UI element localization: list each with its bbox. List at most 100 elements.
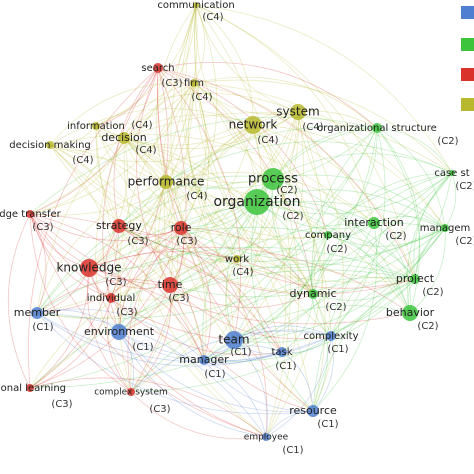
edge (95, 4, 197, 127)
edge (193, 82, 375, 224)
node (244, 189, 270, 215)
node (308, 289, 318, 299)
edge (311, 127, 378, 295)
edge (123, 137, 416, 280)
node (46, 141, 54, 149)
edge (165, 141, 453, 183)
edge (123, 137, 238, 260)
edge (180, 4, 218, 229)
node (159, 175, 173, 189)
edge (123, 114, 254, 139)
edge (169, 284, 314, 309)
edge (95, 125, 283, 353)
node (111, 324, 127, 340)
edge (88, 4, 198, 269)
cluster-label: (C1) (230, 347, 251, 358)
edge (236, 258, 314, 412)
node (80, 259, 98, 277)
edge (88, 267, 205, 361)
edge (110, 111, 299, 299)
edge (123, 137, 258, 203)
cluster-label: (C2) (437, 136, 458, 147)
cluster-label: (C4) (186, 191, 207, 202)
cluster-label: (C1) (282, 445, 303, 456)
edge (29, 213, 112, 299)
edge (195, 4, 274, 180)
edge (203, 222, 375, 361)
edge (29, 213, 132, 393)
edge (373, 222, 411, 314)
edge (88, 201, 258, 270)
edge (49, 144, 416, 283)
edge (193, 76, 378, 129)
edge (414, 227, 446, 280)
edge (297, 111, 344, 412)
edge (203, 359, 314, 412)
edge (130, 124, 254, 393)
edge (180, 227, 212, 361)
edge (236, 234, 329, 262)
edge (29, 227, 182, 389)
edge (233, 325, 332, 341)
edge (193, 82, 332, 337)
edge (169, 284, 332, 340)
edge (330, 127, 386, 337)
edge (376, 127, 421, 280)
edge (406, 172, 453, 314)
node (26, 384, 34, 392)
edge (180, 200, 375, 229)
cluster-label: (C3) (105, 277, 126, 288)
node (410, 274, 420, 284)
node-label: environment (84, 325, 155, 338)
edge (193, 82, 314, 295)
node (326, 331, 336, 341)
edge (118, 125, 378, 227)
edge (105, 225, 120, 299)
edge (95, 125, 167, 183)
edge (29, 225, 120, 389)
cluster-label: (C3) (116, 307, 137, 318)
cluster-label: (C1) (204, 369, 225, 380)
node-label: decision making (9, 140, 91, 151)
edge (256, 201, 416, 280)
edge (95, 124, 254, 146)
edge (180, 82, 207, 229)
edge (29, 377, 267, 438)
edge (123, 137, 235, 341)
edge (170, 4, 235, 341)
node-label: managem (420, 223, 471, 234)
edge (180, 111, 299, 229)
node (368, 217, 380, 229)
edge (195, 4, 291, 438)
edge (310, 234, 329, 295)
edge (157, 67, 242, 341)
node-label: company (305, 230, 351, 241)
edge (236, 258, 314, 295)
edge (118, 331, 283, 364)
edge (29, 297, 112, 389)
edge (252, 124, 446, 229)
edge (157, 62, 378, 129)
edge (252, 124, 316, 295)
cluster-label: (C2) (422, 287, 443, 298)
node-label: task (271, 347, 292, 358)
cluster-label: (C2) (455, 236, 474, 247)
edge (312, 278, 416, 301)
edge (95, 125, 171, 286)
edge (233, 111, 304, 341)
edge (195, 4, 416, 280)
edge (118, 331, 267, 438)
edge (193, 82, 446, 229)
edge (233, 234, 329, 341)
edge (193, 82, 299, 115)
node-label: work (225, 254, 249, 265)
edge (29, 213, 205, 361)
edge (95, 82, 195, 127)
edge (36, 246, 416, 314)
edge (169, 127, 378, 286)
edge (256, 172, 453, 215)
edge (118, 124, 254, 333)
edge (49, 108, 254, 146)
edge (251, 201, 314, 412)
edge (29, 127, 378, 389)
